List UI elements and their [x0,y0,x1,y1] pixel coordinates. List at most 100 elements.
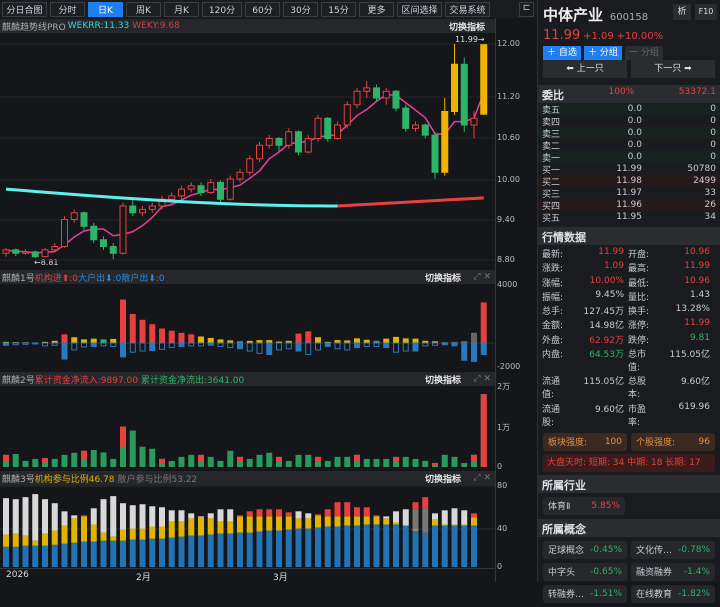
net-inflow-bar [61,454,68,467]
level: 卖三 [542,129,561,140]
net-inflow-bar [344,456,351,467]
participation-bar [42,499,48,567]
net-inflow-bar [363,458,370,467]
flow-bar [432,341,438,346]
candle [460,57,468,132]
volume: 2499 [693,176,716,186]
concept-change: -0.45% [590,544,622,555]
candle [285,128,293,149]
net-inflow-bar [373,458,380,467]
period-tab[interactable]: 交易系统 [445,2,490,17]
p1-expand-close-icons[interactable]: ⤢ ✕ [473,272,491,282]
concept-chip[interactable]: 文化传… -0.78% [631,540,715,559]
level: 卖一 [542,153,561,164]
candlestick-chart[interactable] [0,33,495,269]
industry-name: 体育Ⅱ [548,502,571,513]
net-inflow-bar [402,456,409,467]
flow-bar [334,340,341,350]
participation-bar [188,513,195,567]
p3-expand-close-icons[interactable]: ⤢ ✕ [473,473,491,483]
f10-button[interactable]: F10 [695,4,717,20]
p3-switch-button[interactable]: 切换指标 [424,474,461,485]
net-inflow-bar [461,462,468,467]
p1-switch-button[interactable]: 切换指标 [424,273,461,284]
low-marker: ←8.81 [34,258,59,267]
ma-line [5,92,485,254]
concept-chip[interactable]: 足球概念 -0.45% [543,540,627,559]
y-tick: 12.00 [497,39,520,48]
period-tab[interactable]: 60分 [245,2,280,17]
candle [304,135,312,154]
candle [100,236,107,250]
concept-chip[interactable]: 在线教育 -1.82% [631,584,715,603]
flow-bar [363,339,370,347]
flow-bar [451,341,458,347]
p2-net-out: 累计资金净流出:3641.00 [140,375,245,386]
concept-chip[interactable]: 融资融券 -1.4% [631,562,715,581]
add-group-button[interactable]: ＋ 分组 [584,46,622,60]
net-inflow-bar [295,454,302,467]
flow-bar [61,334,68,360]
flow-bar [207,337,214,346]
p3-retail-ratio: 散户参与比例53.22 [117,474,198,485]
net-inflow-bar [393,456,399,467]
concept-chip[interactable]: 转融券… -1.51% [543,584,627,603]
flow-bar [441,342,448,346]
period-tab[interactable]: 更多 [359,2,394,17]
price: 0.0 [627,152,642,162]
next-stock-button[interactable]: 下一只 ➡ [631,60,715,78]
quote-value: 14.98亿 [589,321,624,332]
period-tab[interactable]: 日K [88,2,123,17]
collapse-panel-icon[interactable]: ⊏ [519,2,534,17]
value: 100 [604,436,622,447]
candle [148,202,156,213]
y-tick: 0 [497,562,503,571]
p2-header: 麒麟2号 累计资金净流入:9897.00 累计资金净流出:3641.00 切换指… [0,372,495,386]
concept-chip[interactable]: 中字头 -0.65% [543,562,627,581]
analysis-button[interactable]: 析 [673,4,691,20]
period-tab[interactable]: 区间选择 [397,2,442,17]
participation-bar [256,509,263,567]
period-tab[interactable]: 15分 [321,2,356,17]
p2-title: 麒麟2号 [2,375,35,386]
date-label: 3月 [273,573,288,583]
candle [470,111,478,139]
p2-switch-button[interactable]: 切换指标 [424,375,461,386]
flow-bar [295,333,302,352]
orderbook-row: 卖三 0.0 0 [538,127,720,140]
net-inflow-bar [71,452,78,467]
period-tab[interactable]: 月K [164,2,199,17]
quote-label: 总市值: [628,350,647,374]
p2-expand-close-icons[interactable]: ⤢ ✕ [473,374,491,384]
y-tick: 2万 [497,382,511,391]
p3-title: 麒麟3号 [2,474,35,485]
participation-bar [227,509,234,567]
quote-label: 流通值: [542,377,561,401]
flow-bar [266,340,273,355]
concept-change: -1.51% [590,588,622,599]
participation-bar [344,502,351,567]
flow-bar [139,319,146,352]
switch-indicator-button[interactable]: 切换指标 [448,22,485,33]
candle [421,123,429,139]
candle [265,135,273,149]
period-tab[interactable]: 120分 [202,2,242,17]
concept-change: -1.82% [678,588,710,599]
industry-chip[interactable]: 体育Ⅱ 5.85% [543,496,625,515]
candle [392,89,400,112]
remove-group-button[interactable]: 一 分组 [625,46,663,60]
add-watchlist-button[interactable]: ＋ 自选 [543,46,581,60]
price: 11.97 [616,188,642,198]
p1-header: 麒麟1号 机构进⬆:0 大户出⬇:0 散户出⬇:0 切换指标 ⤢ ✕ [0,270,495,284]
quote-label: 跌停: [628,335,650,346]
period-tab[interactable]: 周K [126,2,161,17]
level: 买五 [542,213,561,224]
period-tab[interactable]: 分日合图 [2,2,47,17]
flow-bar [110,338,117,347]
net-inflow-bar [198,454,204,467]
period-tab[interactable]: 30分 [283,2,318,17]
net-inflow-bar [324,460,331,467]
period-tab[interactable]: 分时 [50,2,85,17]
p2-net-in: 累计资金净流入:9897.00 [34,375,138,386]
prev-stock-button[interactable]: ⬅ 上一只 [543,60,627,78]
